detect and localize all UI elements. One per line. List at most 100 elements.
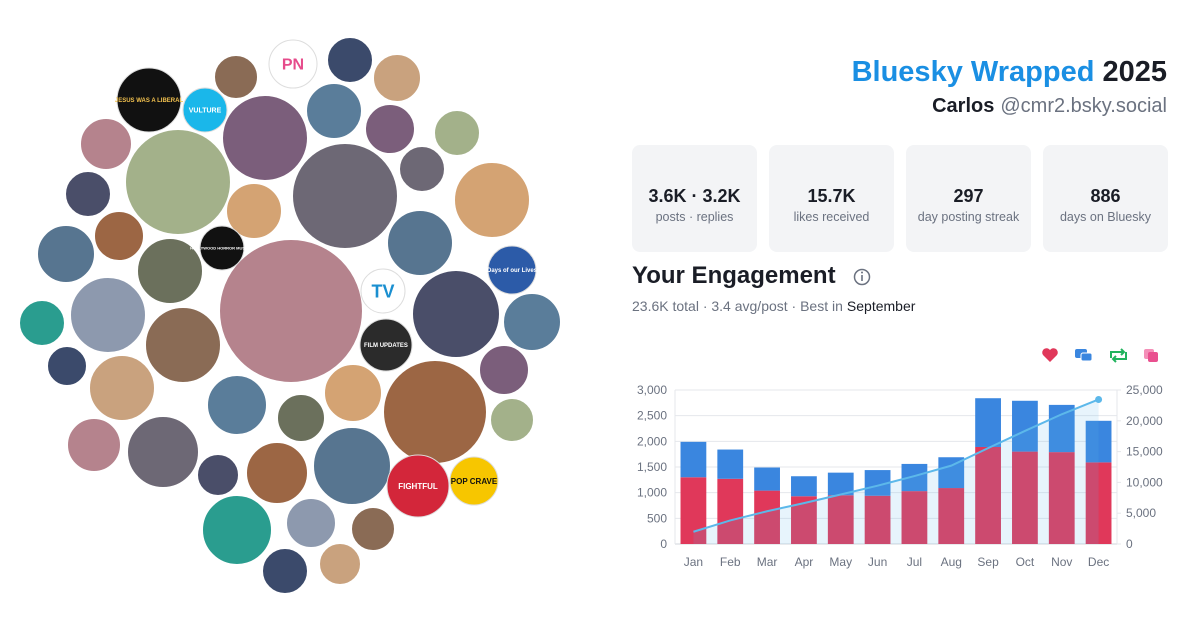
bar	[1085, 462, 1112, 544]
y-tick-label: 500	[647, 511, 667, 525]
avatar-label: VULTURE	[189, 107, 222, 114]
avatar	[261, 547, 309, 595]
x-tick-label: Jun	[868, 555, 887, 569]
title-year: 2025	[1102, 56, 1167, 88]
bar	[717, 449, 744, 479]
line-end-point	[1095, 395, 1103, 403]
info-icon	[853, 268, 871, 286]
avatar-label: FIGHTFUL	[398, 482, 438, 491]
legend-replies	[1075, 349, 1093, 362]
user-name: Carlos	[932, 95, 995, 117]
stat-value: 15.7K	[807, 186, 856, 206]
bar	[754, 467, 780, 491]
avatar	[64, 170, 112, 218]
avatar	[268, 39, 318, 89]
x-tick-label: Mar	[757, 555, 778, 569]
avatar	[79, 117, 133, 171]
bar	[680, 477, 707, 544]
avatar	[225, 182, 283, 240]
avatar-label: TV	[371, 281, 394, 301]
avatar	[478, 344, 530, 396]
y2-tick-label: 5,000	[1126, 506, 1156, 520]
avatar-label: HOLLYWOOD HORROR MUSEUM	[190, 245, 255, 250]
stat-value: 3.6K · 3.2K	[648, 186, 741, 206]
avatar	[411, 269, 501, 359]
title: Bluesky Wrapped 2025	[852, 56, 1167, 89]
avatar	[46, 345, 88, 387]
line	[693, 398, 1099, 533]
summary-text: 23.6K total · 3.4 avg/post · Best in	[632, 298, 843, 314]
legend-quotes	[1144, 349, 1158, 362]
engagement-summary: 23.6K total · 3.4 avg/post · Best in Sept…	[632, 298, 915, 314]
y2-tick-label: 10,000	[1126, 475, 1163, 489]
avatar	[221, 94, 309, 182]
x-tick-label: Apr	[795, 555, 814, 569]
avatar	[182, 87, 228, 133]
avatar	[382, 359, 488, 465]
x-tick-label: Oct	[1016, 555, 1035, 569]
avatar	[201, 494, 273, 566]
avatar	[291, 142, 399, 250]
bar	[1048, 404, 1075, 453]
y-tick-label: 2,000	[637, 434, 667, 448]
bar	[975, 398, 1001, 447]
user: Carlos @cmr2.bsky.social	[932, 95, 1167, 118]
avatar-label: JESUS WAS A LIBERAL	[115, 98, 184, 104]
y-tick-label: 0	[660, 537, 667, 551]
bar	[1085, 420, 1112, 463]
avatar	[326, 36, 374, 84]
bar	[791, 476, 817, 497]
avatar	[350, 506, 396, 552]
avatar	[386, 209, 454, 277]
avatar	[433, 109, 481, 157]
avatar	[502, 292, 562, 352]
stat-label: posts · replies	[655, 210, 734, 224]
y-tick-label: 2,500	[637, 409, 667, 423]
avatar	[312, 426, 392, 506]
x-tick-label: May	[829, 555, 852, 569]
legend-likes	[1042, 348, 1058, 362]
avatar	[318, 542, 362, 586]
avatar	[69, 276, 147, 354]
bar	[754, 490, 780, 544]
x-tick-label: Jan	[684, 555, 703, 569]
avatar	[276, 393, 326, 443]
bar	[901, 491, 928, 544]
x-tick-label: Feb	[720, 555, 741, 569]
avatar	[359, 318, 413, 372]
y2-tick-label: 20,000	[1126, 414, 1163, 428]
legend-reposts	[1110, 348, 1127, 363]
avatar	[372, 53, 422, 103]
bar	[717, 478, 744, 544]
avatar	[487, 245, 537, 295]
stat-card: 297 day posting streak	[906, 145, 1031, 252]
stat-card: 15.7K likes received	[769, 145, 894, 252]
stat-card: 3.6K · 3.2K posts · replies	[632, 145, 757, 252]
avatar	[323, 363, 383, 423]
avatar	[36, 224, 96, 284]
bar	[827, 472, 854, 496]
x-tick-label: Aug	[941, 555, 962, 569]
avatar	[398, 145, 446, 193]
x-tick-label: Jul	[907, 555, 922, 569]
avatar-label: FILM UPDATES	[364, 343, 408, 349]
avatar	[386, 454, 450, 518]
avatar	[144, 306, 222, 384]
avatar	[360, 268, 406, 314]
avatar	[206, 374, 268, 436]
y-tick-label: 1,500	[637, 460, 667, 474]
avatar	[93, 210, 145, 262]
avatar	[66, 417, 122, 473]
avatar-label: POP CRAVE	[451, 477, 498, 486]
y-tick-label: 3,000	[637, 383, 667, 397]
bar	[975, 446, 1001, 544]
avatar	[124, 128, 232, 236]
avatar	[88, 354, 156, 422]
avatar	[449, 456, 499, 506]
engagement-title: Your Engagement	[632, 262, 836, 289]
x-tick-label: Nov	[1051, 555, 1072, 569]
y-tick-label: 1,000	[637, 486, 667, 500]
avatar	[126, 415, 200, 489]
